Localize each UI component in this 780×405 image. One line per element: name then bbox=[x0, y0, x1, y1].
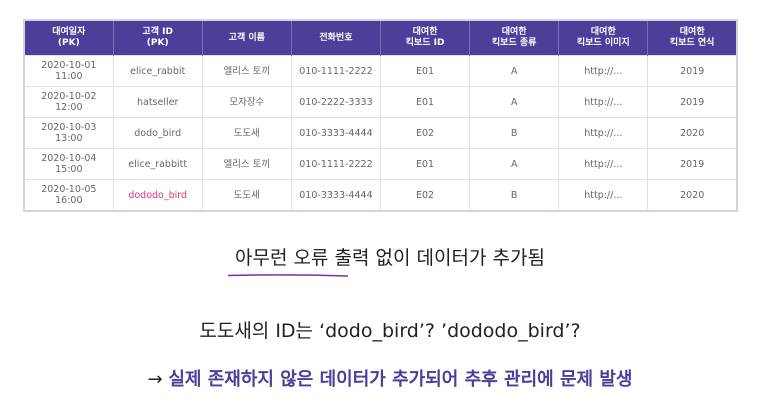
table-cell: 2019 bbox=[647, 86, 738, 118]
column-header: 대여한 킥보드 ID bbox=[379, 20, 470, 56]
header-row: 대여일자 (PK) 고객 ID (PK) 고객 이름 전화번호 대여한 킥보드 ID 대여한 킥보… bbox=[24, 20, 737, 56]
table-cell: http://... bbox=[558, 86, 649, 118]
table-cell: hatseller bbox=[112, 86, 203, 118]
header-text: (PK) bbox=[57, 38, 80, 48]
table-cell: http://... bbox=[558, 55, 649, 87]
table-cell: 010-3333-4444 bbox=[290, 179, 382, 212]
table-cell: A bbox=[469, 55, 560, 87]
table-cell: http://... bbox=[558, 179, 649, 212]
header-text: 킥보드 이미지 bbox=[576, 38, 630, 48]
cell-text: 12:00 bbox=[55, 102, 83, 113]
cell-text: 2020-10-04 bbox=[41, 153, 97, 164]
cell-text: 16:00 bbox=[55, 195, 83, 206]
table-cell: 010-2222-3333 bbox=[290, 86, 382, 118]
table-cell: 도도새 bbox=[201, 179, 292, 212]
table-cell: B bbox=[469, 117, 560, 149]
header-text: 킥보드 연식 bbox=[669, 38, 715, 48]
question-caption: 도도새의 ID는 ‘dodo_bird’? ’dododo_bird’? bbox=[199, 320, 581, 342]
cell-text: 15:00 bbox=[55, 164, 83, 175]
table-cell: E01 bbox=[379, 55, 471, 87]
table-cell: 2020-10-02 12:00 bbox=[23, 86, 114, 118]
header-text: 고객 ID bbox=[142, 27, 173, 37]
cell-text: 2020-10-02 bbox=[41, 91, 97, 102]
table-cell: 도도새 bbox=[201, 117, 292, 149]
cell-text: 11:00 bbox=[55, 71, 83, 82]
cell-text: 13:00 bbox=[55, 133, 83, 144]
table-cell: dodo_bird bbox=[112, 117, 203, 149]
header-text: 전화번호 bbox=[319, 32, 353, 43]
column-header: 대여한 킥보드 이미지 bbox=[558, 20, 648, 56]
table-row: 2020-10-03 13:00 dodo_bird 도도새 010-3333-4444… bbox=[23, 117, 738, 149]
table-cell: 2020-10-03 13:00 bbox=[23, 117, 114, 149]
table-cell: A bbox=[469, 86, 560, 118]
table-cell: dododo_bird bbox=[112, 179, 203, 212]
underline-annotation bbox=[228, 274, 348, 277]
table-cell: 010-1111-2222 bbox=[290, 55, 382, 87]
column-header: 고객 이름 bbox=[201, 20, 292, 56]
table-cell: E02 bbox=[379, 179, 471, 212]
column-header: 전화번호 bbox=[290, 20, 381, 56]
no-error-caption: 아무런 오류 출력 없이 데이터가 추가됨 bbox=[235, 247, 545, 269]
column-header: 대여한 킥보드 연식 bbox=[647, 20, 737, 56]
cell-text: 2020-10-01 bbox=[41, 60, 97, 71]
table-cell: 2020 bbox=[647, 179, 738, 212]
table-cell: 엘리스 토끼 bbox=[201, 148, 292, 180]
table-cell: 2020 bbox=[647, 117, 738, 149]
header-text: 대여한 bbox=[679, 27, 705, 37]
table-cell: 2019 bbox=[647, 148, 738, 180]
table-cell: 2020-10-04 15:00 bbox=[23, 148, 114, 180]
column-header: 고객 ID (PK) bbox=[112, 20, 203, 56]
table-cell: B bbox=[469, 179, 560, 212]
table-cell: 모자장수 bbox=[201, 86, 292, 118]
conclusion-text: 실제 존재하지 않은 데이터가 추가되어 추후 관리에 문제 발생 bbox=[168, 369, 633, 390]
table-cell: 2019 bbox=[647, 55, 738, 87]
arrow-icon: → bbox=[147, 369, 169, 390]
table-cell: http://... bbox=[558, 148, 649, 180]
table-cell: E01 bbox=[379, 86, 471, 118]
header-text: 대여한 bbox=[412, 27, 438, 37]
table-cell: E01 bbox=[379, 148, 471, 180]
table-cell: A bbox=[469, 148, 560, 180]
table-cell: 2020-10-05 16:00 bbox=[23, 179, 114, 212]
table-cell: E02 bbox=[379, 117, 471, 149]
header-text: (PK) bbox=[146, 38, 169, 48]
column-header: 대여일자 (PK) bbox=[24, 20, 114, 56]
table-cell: 2020-10-01 11:00 bbox=[23, 55, 114, 87]
table-cell: 010-1111-2222 bbox=[290, 148, 382, 180]
table-cell: http://... bbox=[558, 117, 649, 149]
table-cell: elice_rabbitt bbox=[112, 148, 203, 180]
table-row: 2020-10-02 12:00 hatseller 모자장수 010-2222-333… bbox=[23, 86, 738, 118]
header-text: 대여한 bbox=[590, 27, 616, 37]
table-cell: 엘리스 토끼 bbox=[201, 55, 292, 87]
table-row: 2020-10-05 16:00 dododo_bird 도도새 010-3333-44… bbox=[23, 179, 738, 212]
cell-text: 2020-10-03 bbox=[41, 122, 97, 133]
rental-table: 대여일자 (PK) 고객 ID (PK) 고객 이름 전화번호 대여한 킥보드 ID 대여한 킥보… bbox=[23, 19, 738, 212]
header-text: 킥보드 종류 bbox=[491, 38, 537, 48]
table-cell: elice_rabbit bbox=[112, 55, 203, 87]
cell-text: 2020-10-05 bbox=[41, 184, 97, 195]
header-text: 킥보드 ID bbox=[405, 38, 445, 48]
table-row: 2020-10-04 15:00 elice_rabbitt 엘리스 토끼 010-11… bbox=[23, 148, 738, 180]
table-row: 2020-10-01 11:00 elice_rabbit 엘리스 토끼 010-111… bbox=[23, 55, 738, 87]
column-header: 대여한 킥보드 종류 bbox=[469, 20, 559, 56]
header-text: 대여한 bbox=[501, 27, 527, 37]
table-cell: 010-3333-4444 bbox=[290, 117, 382, 149]
conclusion-caption: → 실제 존재하지 않은 데이터가 추가되어 추후 관리에 문제 발생 bbox=[0, 365, 780, 391]
header-text: 대여일자 bbox=[52, 27, 86, 37]
header-text: 고객 이름 bbox=[228, 32, 265, 43]
